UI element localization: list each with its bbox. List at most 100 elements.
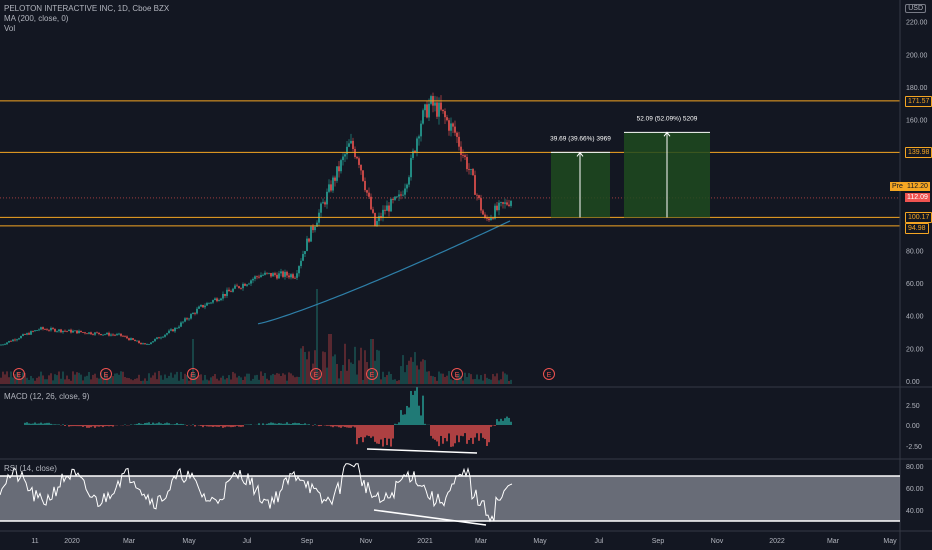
earnings-icon [543, 368, 555, 380]
rsi-legend[interactable]: RSI (14, close) [4, 464, 57, 473]
macd-bar [284, 423, 286, 425]
candle-body [50, 327, 52, 331]
candle-body [388, 205, 390, 212]
candle-body [160, 337, 162, 339]
volume-bar [26, 377, 28, 384]
candle-body [504, 202, 506, 204]
candle-body [372, 209, 374, 213]
volume-bars [0, 289, 512, 384]
volume-bar [136, 378, 138, 384]
volume-bar [480, 375, 482, 384]
macd-bar [468, 425, 470, 441]
candle-body [304, 251, 306, 255]
price-tick: 40.00 [906, 314, 924, 321]
macd-bar [344, 425, 346, 428]
candle-body [18, 338, 20, 340]
price-tick: 200.00 [906, 52, 928, 59]
projection-boxes: 39.69 (39.66%) 3969 52.09 (52.09%) 5209 [550, 115, 710, 218]
macd-tick: 0.00 [906, 423, 920, 430]
macd-bar [456, 425, 458, 436]
macd-legend[interactable]: MACD (12, 26, close, 9) [4, 392, 90, 401]
candle-body [166, 333, 168, 335]
volume-bar [206, 379, 208, 384]
macd-bar [272, 422, 274, 425]
volume-bar [450, 379, 452, 384]
candle-body [100, 334, 102, 336]
volume-bar [78, 372, 80, 384]
candle-body [176, 327, 178, 329]
volume-bar [376, 349, 378, 384]
macd-bar [406, 405, 408, 425]
candle-body [44, 329, 46, 330]
candle-body [510, 200, 512, 206]
candle-body [40, 327, 42, 330]
candle-body [198, 306, 200, 309]
volume-bar [262, 375, 264, 384]
volume-bar [404, 372, 406, 384]
volume-bar [332, 356, 334, 384]
macd-bar [106, 425, 108, 427]
macd-bar [430, 425, 432, 436]
volume-bar [10, 371, 12, 384]
volume-bar [68, 379, 70, 384]
candle-body [474, 175, 476, 195]
vol-legend[interactable]: Vol [4, 24, 16, 33]
candle-body [120, 333, 122, 336]
price-tick: 180.00 [906, 85, 928, 92]
macd-bar [490, 425, 492, 427]
candle-body [360, 164, 362, 171]
currency-badge[interactable]: USD [905, 4, 926, 13]
macd-bar [400, 410, 402, 425]
volume-bar [340, 370, 342, 384]
macd-bar [228, 425, 230, 427]
macd-bar [34, 422, 36, 425]
candle-body [218, 300, 220, 302]
volume-bar [352, 363, 354, 384]
volume-bar [98, 378, 100, 384]
candle-body [178, 326, 180, 328]
candle-body [26, 333, 28, 335]
volume-bar [472, 379, 474, 384]
candle-body [246, 284, 248, 286]
macd-bar [104, 425, 106, 427]
volume-bar [306, 359, 308, 384]
macd-bar [214, 425, 216, 427]
earnings-letter: E [104, 372, 109, 379]
volume-bar [218, 380, 220, 384]
ma-legend[interactable]: MA (200, close, 0) [4, 14, 69, 23]
macd-bar [488, 425, 490, 443]
volume-bar [56, 375, 58, 384]
macd-bar [390, 425, 392, 447]
candle-body [290, 274, 292, 278]
volume-bar [422, 359, 424, 384]
volume-bar [484, 373, 486, 384]
volume-bar [184, 373, 186, 384]
volume-bar [254, 375, 256, 384]
volume-bar [116, 373, 118, 384]
macd-bar [452, 425, 454, 447]
volume-bar [258, 379, 260, 384]
volume-bar [322, 351, 324, 384]
macd-bar [334, 425, 336, 427]
macd-bar [230, 425, 232, 428]
macd-bar [204, 425, 206, 426]
volume-bar [132, 380, 134, 384]
volume-bar [148, 373, 150, 384]
candle-body [108, 332, 110, 336]
candle-body [126, 336, 128, 339]
volume-bar [380, 379, 382, 384]
volume-bar [174, 374, 176, 384]
macd-bar [130, 424, 132, 425]
candle-body [488, 218, 490, 221]
volume-bar [142, 380, 144, 384]
volume-bar [264, 373, 266, 384]
earnings-icon [451, 368, 463, 380]
candle-body [42, 327, 44, 330]
macd-bar [434, 425, 436, 440]
volume-bar [498, 380, 500, 384]
candle-body [216, 298, 218, 302]
time-tick: 2021 [417, 538, 433, 545]
time-tick: Sep [301, 538, 314, 545]
candle-body [354, 149, 356, 158]
